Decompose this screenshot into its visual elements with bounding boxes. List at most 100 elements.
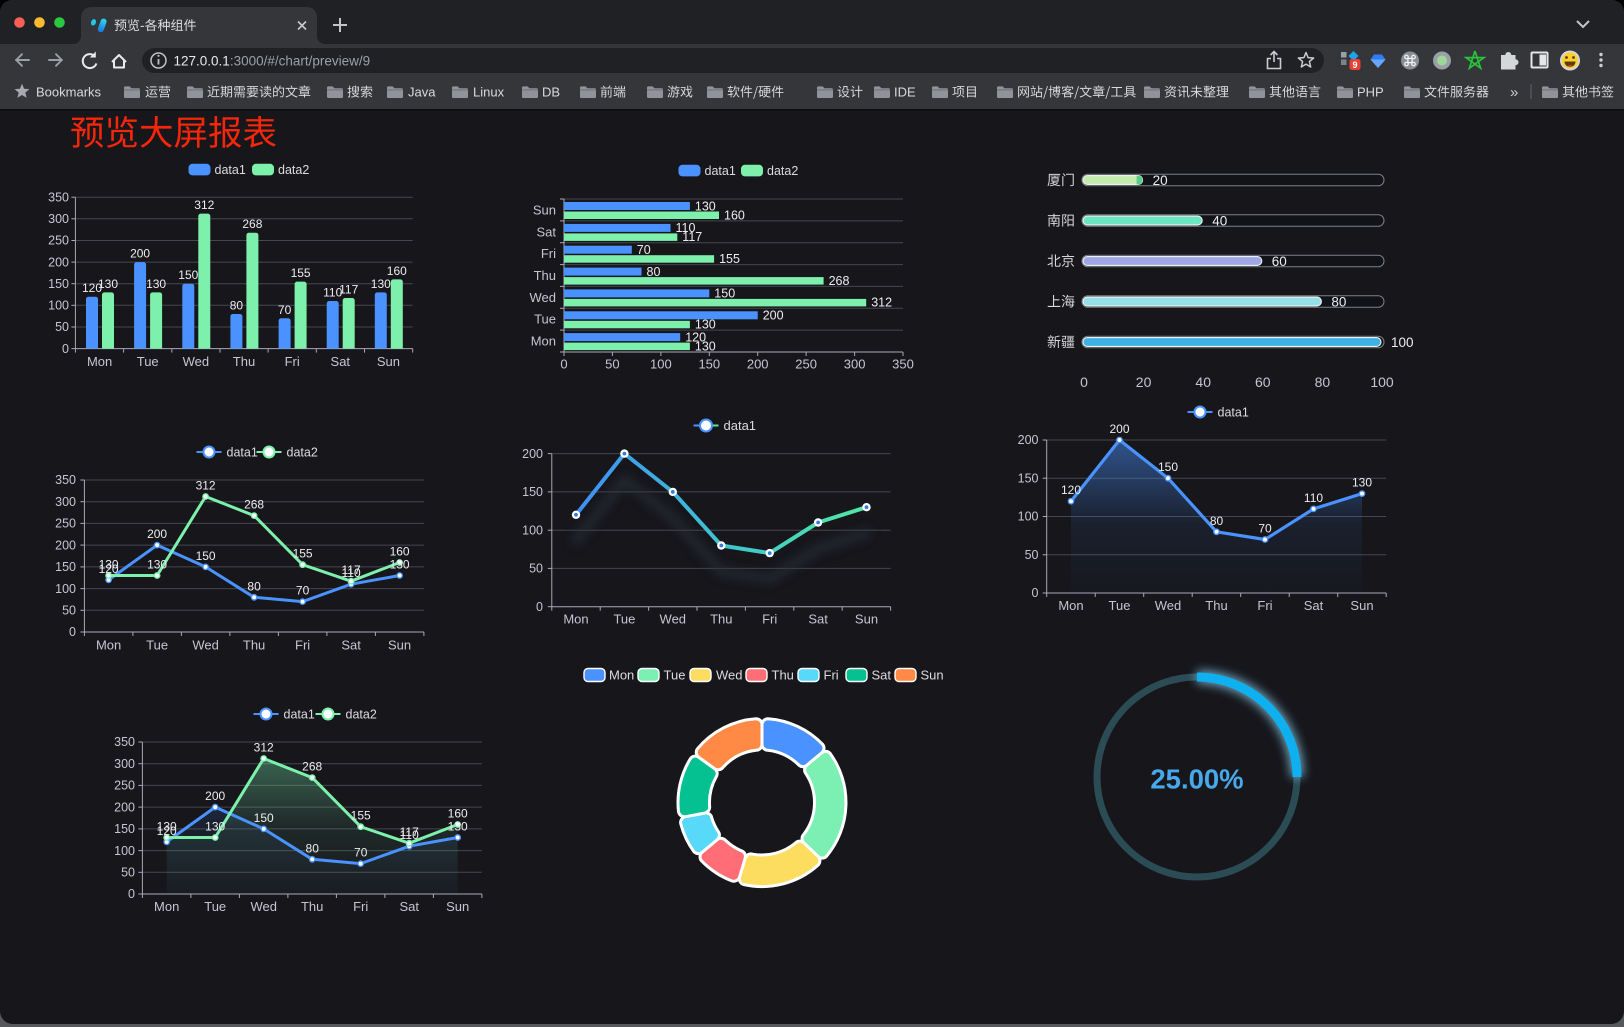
svg-text:Sun: Sun [446, 899, 469, 914]
svg-text:Thu: Thu [534, 268, 556, 283]
svg-text:130: 130 [157, 820, 177, 834]
svg-text:200: 200 [147, 527, 167, 541]
svg-text:Wed: Wed [716, 668, 743, 683]
svg-text:Tue: Tue [204, 899, 226, 914]
svg-text:80: 80 [247, 579, 261, 593]
svg-text:150: 150 [114, 822, 135, 836]
svg-text:312: 312 [196, 479, 216, 493]
svg-text:70: 70 [296, 584, 310, 598]
svg-text:Wed: Wed [1155, 598, 1182, 613]
svg-text:Mon: Mon [96, 638, 121, 653]
svg-text:350: 350 [892, 357, 914, 372]
svg-text:Linux: Linux [473, 85, 505, 100]
svg-text:Tue: Tue [146, 638, 168, 653]
svg-text:110: 110 [1304, 491, 1323, 505]
svg-text:160: 160 [724, 208, 745, 222]
svg-text:0: 0 [1032, 586, 1039, 600]
svg-text:117: 117 [339, 283, 358, 297]
svg-text:80: 80 [647, 265, 661, 279]
svg-text:PHP: PHP [1357, 85, 1384, 100]
svg-text:130: 130 [147, 558, 167, 572]
svg-text:50: 50 [605, 357, 619, 372]
svg-text:268: 268 [242, 217, 262, 231]
svg-text:Thu: Thu [1205, 598, 1227, 613]
svg-text:Wed: Wed [530, 290, 557, 305]
svg-text:300: 300 [114, 757, 135, 771]
svg-text:200: 200 [1018, 433, 1039, 447]
svg-text:Sat: Sat [808, 612, 828, 627]
svg-text:50: 50 [121, 866, 135, 880]
svg-text:117: 117 [682, 230, 702, 244]
svg-text:data2: data2 [346, 708, 377, 722]
svg-text:150: 150 [196, 549, 216, 563]
svg-text:250: 250 [795, 357, 817, 372]
svg-text:0: 0 [62, 342, 69, 356]
svg-text:130: 130 [99, 558, 119, 572]
svg-text:127.0.0.1:3000/#/chart/preview: 127.0.0.1:3000/#/chart/preview/9 [174, 53, 371, 68]
svg-text:150: 150 [55, 560, 76, 574]
svg-text:70: 70 [354, 846, 368, 860]
svg-text:110: 110 [323, 286, 342, 300]
svg-text:Sun: Sun [1350, 598, 1373, 613]
svg-text:IDE: IDE [894, 85, 916, 100]
svg-text:Mon: Mon [531, 334, 556, 349]
svg-text:130: 130 [695, 339, 716, 353]
svg-text:250: 250 [114, 779, 135, 793]
svg-text:data2: data2 [278, 163, 309, 177]
svg-text:Tue: Tue [137, 354, 159, 369]
svg-text:100: 100 [55, 582, 76, 596]
svg-text:Fri: Fri [295, 638, 310, 653]
svg-text:268: 268 [829, 274, 850, 288]
svg-text:100: 100 [1370, 374, 1394, 390]
svg-text:25.00%: 25.00% [1150, 764, 1243, 795]
svg-text:160: 160 [387, 264, 407, 278]
svg-text:100: 100 [650, 357, 672, 372]
svg-text:150: 150 [698, 357, 720, 372]
svg-text:Wed: Wed [250, 899, 277, 914]
svg-text:200: 200 [205, 789, 225, 803]
svg-text:DB: DB [542, 85, 560, 100]
svg-text:155: 155 [719, 252, 740, 266]
svg-text:150: 150 [48, 277, 69, 291]
svg-text:Tue: Tue [1109, 598, 1131, 613]
svg-text:200: 200 [55, 538, 76, 552]
svg-text:Fri: Fri [285, 354, 300, 369]
svg-text:130: 130 [695, 318, 716, 332]
svg-text:250: 250 [55, 517, 76, 531]
svg-text:Fri: Fri [1257, 598, 1272, 613]
svg-text:Mon: Mon [87, 354, 112, 369]
svg-text:80: 80 [1315, 374, 1331, 390]
svg-text:data2: data2 [287, 446, 318, 460]
svg-text:120: 120 [82, 281, 102, 295]
svg-text:130: 130 [695, 199, 716, 213]
svg-text:Sat: Sat [399, 899, 419, 914]
svg-text:100: 100 [522, 523, 543, 537]
svg-text:Sat: Sat [872, 668, 892, 683]
svg-text:160: 160 [448, 807, 468, 821]
svg-text:Sun: Sun [388, 638, 411, 653]
svg-text:Fri: Fri [824, 668, 839, 683]
svg-text:200: 200 [114, 800, 135, 814]
svg-text:160: 160 [390, 545, 410, 559]
svg-text:60: 60 [1272, 254, 1287, 269]
svg-text:Wed: Wed [192, 638, 219, 653]
svg-text:250: 250 [48, 234, 69, 248]
svg-text:100: 100 [1391, 335, 1414, 350]
svg-text:Tue: Tue [613, 612, 635, 627]
svg-text:200: 200 [522, 447, 543, 461]
svg-text:Sat: Sat [1304, 598, 1324, 613]
svg-text:Mon: Mon [154, 899, 179, 914]
svg-text:150: 150 [1018, 471, 1039, 485]
svg-text:Thu: Thu [233, 354, 255, 369]
svg-text:80: 80 [306, 841, 320, 855]
svg-text:Thu: Thu [710, 612, 732, 627]
svg-text:Thu: Thu [772, 668, 794, 683]
svg-text:70: 70 [637, 243, 651, 257]
svg-text:0: 0 [560, 357, 567, 372]
svg-text:300: 300 [48, 212, 69, 226]
svg-text:Sun: Sun [855, 612, 878, 627]
svg-text:80: 80 [1331, 295, 1346, 310]
svg-text:0: 0 [536, 600, 543, 614]
svg-text:9: 9 [1352, 60, 1357, 70]
svg-text:70: 70 [1258, 522, 1272, 536]
